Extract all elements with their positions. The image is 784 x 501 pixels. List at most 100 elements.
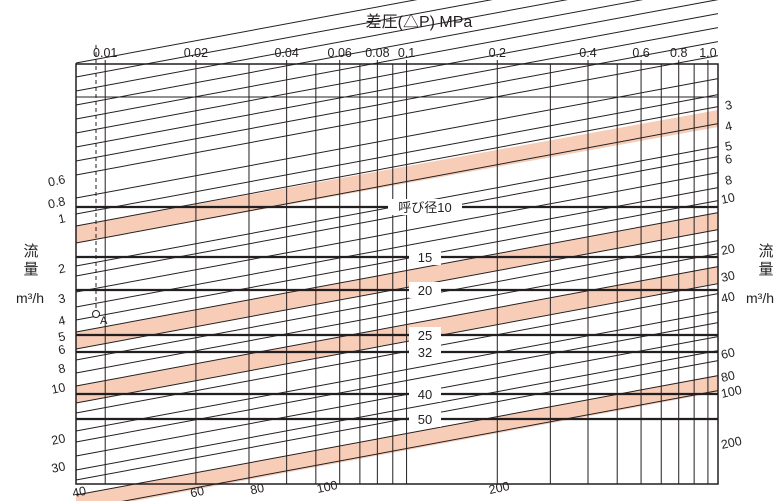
size-label-2: 15 bbox=[418, 250, 432, 265]
bottom-flow-labels: 40 60 80 100 200 bbox=[71, 478, 511, 500]
top-tick-label-8: 0.4 bbox=[579, 46, 596, 60]
right-flow-label-12: 100 bbox=[720, 383, 743, 401]
left-flow-label-6: 4 bbox=[57, 313, 67, 328]
right-flow-label-7: 20 bbox=[720, 241, 737, 258]
top-tick-label-11: 1.0 bbox=[699, 46, 716, 60]
size-label-4: 25 bbox=[418, 328, 432, 343]
flow-line-upper-5 bbox=[75, 0, 719, 120]
bottom-flow-label-1: 40 bbox=[71, 484, 88, 501]
bottom-flow-label-5: 200 bbox=[488, 479, 511, 497]
flow-line-upper-7 bbox=[75, 0, 568, 92]
left-flow-label-1: 0.6 bbox=[47, 172, 67, 189]
left-flow-label-4: 2 bbox=[57, 261, 67, 276]
size-label-bg-2 bbox=[409, 249, 441, 265]
top-tick-label-5: 0.08 bbox=[365, 46, 389, 60]
flow-line-7 bbox=[75, 172, 719, 293]
top-tick-label-6: 0.1 bbox=[398, 46, 415, 60]
left-axis-label-2: 量 bbox=[23, 261, 38, 278]
flow-lines bbox=[75, 0, 719, 501]
flow-line-upper-4 bbox=[75, 13, 719, 134]
flow-line-upper-9 bbox=[75, 0, 418, 64]
bottom-flow-label-2: 60 bbox=[189, 484, 206, 501]
left-flow-label-5: 3 bbox=[57, 291, 67, 306]
right-flow-label-10: 60 bbox=[720, 345, 737, 362]
bottom-flow-label-3: 80 bbox=[249, 481, 266, 498]
right-flow-label-8: 30 bbox=[720, 268, 737, 285]
highlight-band-1 bbox=[76, 110, 718, 243]
size-label-6: 40 bbox=[418, 387, 432, 402]
flow-line-12 bbox=[75, 240, 719, 361]
top-axis-ticks: 0.01 0.02 0.04 0.06 0.08 0.1 0.2 0.4 0.6 0.8 1.0 bbox=[93, 46, 717, 64]
flow-line-13 bbox=[75, 253, 719, 374]
left-flow-labels: 0.6 0.81 2 3 456 8 10 20 30 bbox=[47, 172, 67, 476]
right-axis-unit: m³/h bbox=[746, 290, 774, 306]
top-tick-label-4: 0.06 bbox=[328, 46, 352, 60]
right-flow-label-6: 10 bbox=[720, 190, 737, 207]
size-label-bg-4 bbox=[409, 327, 441, 343]
point-a-marker bbox=[92, 310, 100, 318]
size-label-1: 呼び径10 bbox=[398, 200, 451, 215]
flow-line-15 bbox=[75, 283, 719, 404]
flow-line-20 bbox=[75, 350, 719, 471]
top-tick-label-9: 0.6 bbox=[632, 46, 649, 60]
right-flow-label-13: 200 bbox=[720, 434, 743, 452]
size-label-bg-5 bbox=[409, 344, 441, 360]
left-flow-label-12: 30 bbox=[50, 459, 67, 476]
flow-line-22 bbox=[75, 375, 719, 496]
flow-line-18 bbox=[75, 322, 719, 443]
flow-line-upper-8 bbox=[75, 0, 493, 78]
left-flow-label-3: 1 bbox=[57, 211, 67, 226]
right-flow-label-11: 80 bbox=[720, 368, 737, 385]
highlight-band-2 bbox=[76, 213, 718, 349]
bottom-flow-label-4: 100 bbox=[316, 478, 339, 496]
left-flow-label-9: 8 bbox=[57, 361, 67, 376]
point-a-label: A bbox=[100, 315, 108, 327]
flow-line-2 bbox=[75, 94, 719, 215]
size-label-7: 50 bbox=[418, 412, 432, 427]
size-label-bg-7 bbox=[409, 411, 441, 427]
left-flow-label-10: 10 bbox=[50, 380, 67, 397]
flow-line-17 bbox=[75, 311, 719, 432]
size-label-bg-1 bbox=[388, 199, 462, 215]
top-tick-label-2: 0.02 bbox=[184, 46, 208, 60]
flow-line-14 bbox=[75, 266, 719, 387]
right-flow-label-9: 40 bbox=[720, 289, 737, 306]
top-tick-label-7: 0.2 bbox=[489, 46, 506, 60]
flow-line-upper-6 bbox=[75, 0, 644, 106]
left-flow-label-2: 0.8 bbox=[47, 194, 67, 211]
highlight-bands bbox=[76, 110, 718, 501]
nominal-size-lines: 呼び径10 15 20 25 32 40 50 bbox=[76, 199, 718, 427]
top-tick-label-3: 0.04 bbox=[274, 46, 298, 60]
left-flow-label-11: 20 bbox=[50, 431, 67, 448]
highlight-band-4 bbox=[76, 375, 718, 501]
flow-line-9 bbox=[75, 200, 719, 321]
right-flow-label-2: 4 bbox=[724, 119, 734, 134]
flow-line-4 bbox=[75, 123, 719, 244]
right-flow-label-1: 3 bbox=[724, 98, 734, 113]
size-label-5: 32 bbox=[418, 345, 432, 360]
top-tick-label-1: 0.01 bbox=[93, 46, 117, 60]
plot-frame bbox=[75, 63, 719, 485]
size-label-3: 20 bbox=[418, 283, 432, 298]
flow-line-upper-3 bbox=[75, 27, 719, 148]
flow-line-19 bbox=[75, 336, 719, 457]
flow-line-23 bbox=[121, 390, 719, 501]
top-tick-label-10: 0.8 bbox=[670, 46, 687, 60]
right-flow-label-4: 6 bbox=[724, 152, 734, 167]
chart-title: 差圧(△P) MPa bbox=[366, 13, 473, 31]
left-axis-unit: m³/h bbox=[16, 290, 44, 306]
right-flow-label-5: 8 bbox=[724, 173, 734, 188]
flow-line-10 bbox=[75, 212, 719, 333]
size-label-bg-3 bbox=[409, 282, 441, 298]
right-flow-label-3: 5 bbox=[724, 139, 734, 154]
flow-line-21 bbox=[75, 360, 719, 481]
flow-line-upper-2 bbox=[75, 41, 719, 162]
left-axis-label-1: 流 bbox=[23, 243, 38, 260]
left-flow-label-8: 6 bbox=[57, 342, 67, 357]
right-axis-label-2: 量 bbox=[758, 261, 773, 278]
flow-line-1 bbox=[75, 78, 719, 199]
right-axis-label-1: 流 bbox=[758, 243, 773, 260]
left-flow-label-7: 5 bbox=[57, 329, 67, 344]
